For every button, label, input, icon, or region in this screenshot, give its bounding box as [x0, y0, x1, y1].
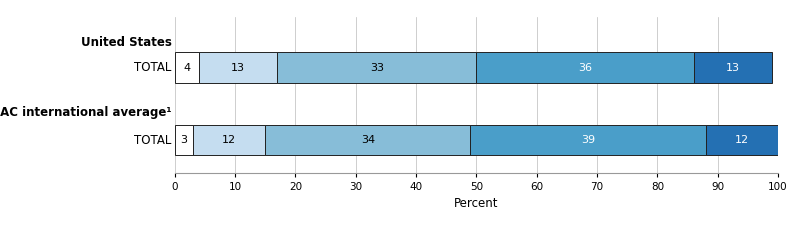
Text: 33: 33 [370, 63, 384, 72]
Bar [175, 125, 193, 155]
Bar [706, 125, 778, 155]
Text: 34: 34 [360, 135, 375, 145]
Bar [198, 52, 277, 83]
Text: 3: 3 [180, 135, 187, 145]
Text: 4: 4 [183, 63, 191, 72]
Text: PIAAC international average¹: PIAAC international average¹ [0, 106, 172, 119]
Bar [694, 52, 772, 83]
Text: TOTAL: TOTAL [134, 61, 172, 74]
Text: 39: 39 [581, 135, 595, 145]
Bar [265, 125, 470, 155]
Text: United States: United States [81, 36, 172, 49]
Bar [277, 52, 476, 83]
Bar [175, 52, 198, 83]
Text: 36: 36 [578, 63, 592, 72]
Bar [193, 125, 265, 155]
Text: 13: 13 [231, 63, 245, 72]
Bar [470, 125, 706, 155]
Text: 13: 13 [726, 63, 740, 72]
Text: 12: 12 [735, 135, 749, 145]
Text: 12: 12 [222, 135, 236, 145]
X-axis label: Percent: Percent [454, 197, 499, 210]
Bar [476, 52, 694, 83]
Text: TOTAL: TOTAL [134, 134, 172, 147]
